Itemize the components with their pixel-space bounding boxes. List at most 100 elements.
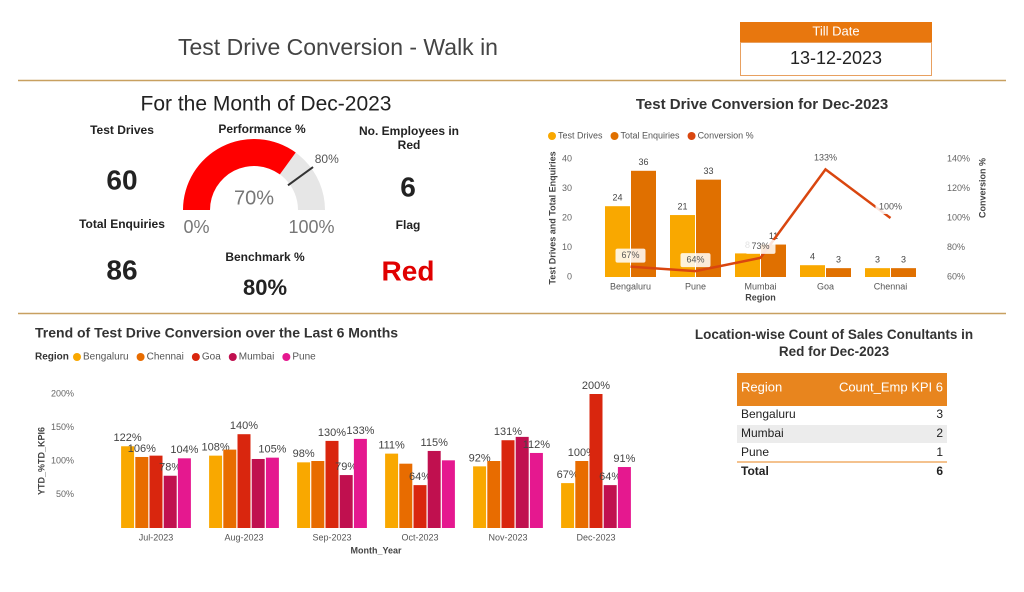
bar <box>670 215 695 277</box>
y-tick-label: 30 <box>562 183 572 193</box>
legend-label: Goa <box>202 352 221 363</box>
bar <box>427 450 441 528</box>
kpi-label: Flag <box>396 218 421 232</box>
x-axis-label: Region <box>745 292 776 302</box>
gauge-title: Performance % <box>218 122 306 136</box>
bar <box>177 458 191 528</box>
data-label: 4 <box>810 252 815 262</box>
table-header-cell: Count_Emp KPI 6 <box>839 379 943 394</box>
legend-label: Chennai <box>147 352 184 363</box>
bar <box>473 466 487 528</box>
gauge-target-label: 80% <box>315 152 339 166</box>
y-axis-label: Test Drives and Total Enquiries <box>547 151 557 284</box>
legend-swatch <box>610 132 619 140</box>
legend-title: Region <box>35 352 69 363</box>
kpi-value: 80% <box>243 275 287 300</box>
bar <box>339 475 353 528</box>
data-label: 64% <box>599 471 621 483</box>
x-tick-label: Sep-2023 <box>312 532 351 542</box>
x-tick-label: Jul-2023 <box>139 532 174 542</box>
x-tick-label: Aug-2023 <box>224 532 263 542</box>
trend-chart: Region Bengaluru Chennai Goa Mumbai Pune 50% 10… <box>35 352 636 556</box>
data-label: 105% <box>258 444 286 456</box>
bar <box>891 268 916 277</box>
data-label: 100% <box>568 447 596 459</box>
legend-label: Total Enquiries <box>621 130 681 140</box>
bar <box>617 467 631 528</box>
legend-label: Bengaluru <box>83 352 129 363</box>
data-label-box <box>615 248 646 263</box>
y-tick-label: 100% <box>51 455 74 465</box>
bar <box>603 485 617 528</box>
bar <box>135 456 149 528</box>
table-row-bg <box>737 425 947 443</box>
gauge-value-label: 70% <box>234 187 274 209</box>
bar <box>529 452 543 528</box>
line <box>630 167 892 273</box>
bar <box>735 253 760 277</box>
data-label: 140% <box>230 420 258 432</box>
bar <box>223 449 237 528</box>
table-title: Location-wise Count of Sales Conultants … <box>694 327 974 359</box>
bar <box>561 483 575 528</box>
kpi-label: Test Drives <box>90 123 154 137</box>
kpi-label: Benchmark % <box>225 250 305 264</box>
data-label: 78% <box>159 462 181 474</box>
bar <box>399 463 413 528</box>
data-label: 21 <box>677 201 687 211</box>
y2-tick-label: 120% <box>947 183 970 193</box>
data-label-box <box>745 239 776 254</box>
table-title-box: Location-wise Count of Sales Conultants … <box>694 327 974 359</box>
bar <box>237 434 251 528</box>
y-tick-label: 20 <box>562 212 572 222</box>
data-label: 133% <box>814 153 837 163</box>
y-tick-label: 0 <box>567 271 572 281</box>
bar <box>413 485 427 528</box>
legend-label: Test Drives <box>558 130 603 140</box>
bar <box>800 265 825 277</box>
data-label: 64% <box>409 471 431 483</box>
kpi-label-box: No. Employees in Red <box>359 124 459 152</box>
data-label: 112% <box>523 439 551 451</box>
data-label: 200% <box>582 380 610 392</box>
table-header <box>737 373 947 406</box>
bar <box>251 458 265 528</box>
legend-swatch <box>136 353 145 361</box>
legend-swatch <box>228 353 237 361</box>
data-label: 111% <box>378 440 405 452</box>
data-label: 11 <box>769 231 778 241</box>
x-tick-label: Pune <box>685 281 706 291</box>
data-label-box <box>810 151 841 166</box>
x-axis-label: Month_Year <box>350 545 402 555</box>
bar <box>605 206 630 277</box>
panel-title: For the Month of Dec-2023 <box>141 93 392 116</box>
table-cell: 1 <box>936 445 943 459</box>
y2-axis-label: Conversion % <box>977 158 987 218</box>
bar <box>865 268 890 277</box>
bar <box>589 394 603 528</box>
data-label: 91% <box>613 453 635 465</box>
bar <box>265 457 279 528</box>
bar <box>487 461 501 528</box>
data-label: 36 <box>638 157 648 167</box>
x-tick-label: Mumbai <box>744 281 776 291</box>
gauge-max-label: 100% <box>288 217 334 237</box>
gauge-value <box>183 139 296 210</box>
data-label: 130% <box>318 427 346 439</box>
till-date-header <box>740 22 932 42</box>
data-label: 24 <box>612 193 622 203</box>
kpi-value: 60 <box>106 164 137 195</box>
y-tick-label: 50% <box>56 489 74 499</box>
table-cell: Mumbai <box>741 426 784 440</box>
legend-swatch <box>687 132 696 140</box>
kpi-value: 86 <box>106 254 137 285</box>
y2-tick-label: 60% <box>947 271 965 281</box>
bar <box>163 475 177 528</box>
data-label-box <box>680 253 711 268</box>
legend-label: Pune <box>292 352 316 363</box>
table: Region Count_Emp KPI 6 Bengaluru 3 Mumbai 2 Pu… <box>737 373 947 478</box>
gauge-target <box>287 166 314 187</box>
data-label: 73% <box>751 241 769 251</box>
data-label: 133% <box>346 425 374 437</box>
